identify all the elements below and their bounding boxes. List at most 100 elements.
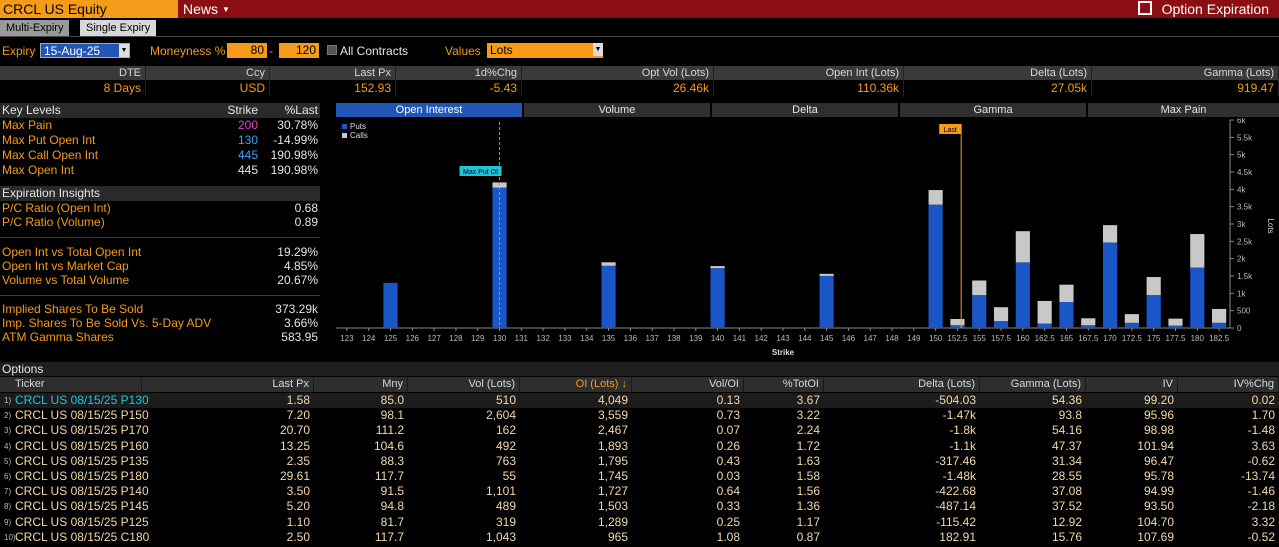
option-iv: 95.78: [1143, 469, 1174, 483]
x-tick-label: 152.5: [947, 334, 968, 343]
option-vol: 2,604: [485, 408, 516, 423]
key-level-row[interactable]: Max Call Open Int 445 190.98%: [0, 148, 320, 163]
option-row[interactable]: 5) CRCL US 08/15/25 P135 2.35 88.3 763 1,795 0…: [0, 454, 1279, 469]
insight-row: ATM Gamma Shares 583.95: [0, 330, 320, 345]
ticker-field[interactable]: CRCL US Equity: [0, 0, 178, 18]
option-iv: 99.20: [1143, 393, 1174, 407]
values-select[interactable]: Lots ▼: [487, 43, 603, 58]
tab-delta[interactable]: Delta: [712, 103, 898, 117]
option-row[interactable]: 6) CRCL US 08/15/25 P180 29.61 117.7 55 1,745…: [0, 469, 1279, 484]
news-menu[interactable]: News ▼: [180, 0, 232, 18]
key-level-row[interactable]: Max Pain 200 30.78%: [0, 118, 320, 133]
option-row[interactable]: 8) CRCL US 08/15/25 P145 5.20 94.8 489 1,503 0…: [0, 499, 1279, 514]
col-vol-oi[interactable]: Vol/OI: [632, 377, 744, 392]
last-price-badge: [939, 124, 962, 134]
option-iv: 107.69: [1137, 529, 1174, 544]
bar-puts: [1124, 322, 1139, 328]
col-tot-oi[interactable]: %TotOI: [744, 377, 824, 392]
insight-row: P/C Ratio (Open Int) 0.68: [0, 201, 320, 216]
y-tick-label: 1k: [1237, 289, 1246, 298]
y-tick-label: 6k: [1237, 118, 1246, 125]
summary-header-cell: Gamma (Lots): [1092, 66, 1279, 80]
open-interest-chart[interactable]: 123 124 125 126 127 128 129 130 131 132 133 134 135 1…: [330, 118, 1279, 360]
option-oi: 1,795: [597, 453, 628, 468]
option-tot: 1.72: [796, 438, 820, 453]
row-number: 3): [4, 426, 12, 436]
option-iv: 98.98: [1143, 423, 1174, 438]
x-tick-label: 144: [798, 334, 812, 343]
x-tick-label: 137: [645, 334, 659, 343]
option-row[interactable]: 2) CRCL US 08/15/25 P150 7.20 98.1 2,604 3,55…: [0, 408, 1279, 423]
col-iv-chg[interactable]: IV%Chg: [1178, 377, 1279, 392]
all-contracts-label: All Contracts: [340, 44, 409, 58]
option-row[interactable]: 7) CRCL US 08/15/25 P140 3.50 91.5 1,101 1,72…: [0, 484, 1279, 499]
option-row[interactable]: 3) CRCL US 08/15/25 P170 20.70 111.2 162 2,46…: [0, 423, 1279, 438]
key-level-strike: 130: [237, 133, 258, 147]
option-voloi: 0.13: [716, 393, 740, 407]
col-oi[interactable]: OI (Lots) ↓: [520, 377, 632, 392]
col-iv[interactable]: IV: [1086, 377, 1178, 392]
bar-calls: [710, 266, 725, 269]
tab-gamma[interactable]: Gamma: [900, 103, 1086, 117]
bar-puts: [819, 275, 834, 328]
y-tick-label: 500: [1237, 307, 1251, 316]
col-delta[interactable]: Delta (Lots): [824, 377, 980, 392]
bar-calls: [1037, 300, 1052, 324]
option-vol: 162: [495, 423, 516, 438]
option-delta: -422.68: [935, 484, 976, 499]
key-level-row[interactable]: Max Open Int 445 190.98%: [0, 163, 320, 178]
moneyness-low-input[interactable]: 80: [227, 43, 267, 58]
all-contracts-checkbox[interactable]: [327, 45, 337, 58]
summary-value-cell: -5.43: [396, 80, 522, 96]
legend-puts-label: Puts: [350, 122, 366, 131]
bar-calls: [1168, 318, 1183, 326]
x-tick-label: 135: [602, 334, 616, 343]
x-tick-label: 136: [624, 334, 638, 343]
bar-calls: [1124, 314, 1139, 323]
x-tick-label: 133: [558, 334, 572, 343]
option-row[interactable]: 9) CRCL US 08/15/25 P125 1.10 81.7 319 1,289 0…: [0, 515, 1279, 530]
key-level-row[interactable]: Max Put Open Int 130 -14.99%: [0, 133, 320, 148]
option-ivchg: -1.46: [1247, 484, 1275, 499]
option-iv: 104.70: [1137, 514, 1174, 529]
chart-background: [330, 118, 1279, 360]
option-row[interactable]: 4) CRCL US 08/15/25 P160 13.25 104.6 492 1,89…: [0, 439, 1279, 454]
col-vol[interactable]: Vol (Lots): [408, 377, 520, 392]
option-ivchg: 1.70: [1251, 408, 1275, 423]
expiry-select[interactable]: 15-Aug-25 ▼: [40, 43, 130, 58]
option-mny: 88.3: [380, 453, 404, 468]
option-vol: 55: [502, 469, 516, 483]
option-vol: 492: [495, 438, 516, 453]
option-mny: 117.7: [374, 529, 404, 544]
option-row[interactable]: 1) CRCL US 08/15/25 P130 1.58 85.0 510 4,049 0…: [0, 393, 1279, 408]
tab-open-interest[interactable]: Open Interest: [336, 103, 522, 117]
tab-max-pain[interactable]: Max Pain: [1088, 103, 1279, 117]
option-vol: 1,101: [485, 484, 516, 499]
option-oi: 1,745: [597, 469, 628, 483]
divider: [0, 295, 320, 296]
insight-value: 3.66%: [283, 316, 318, 330]
y-tick-label: 3k: [1237, 220, 1246, 229]
x-tick-label: 165: [1060, 334, 1074, 343]
tab-single-expiry[interactable]: Single Expiry: [80, 20, 157, 36]
insight-value: 19.29%: [277, 245, 318, 259]
insight-row: Implied Shares To Be Sold 373.29k: [0, 302, 320, 317]
max-put-oi-badge: [459, 166, 502, 176]
app-title[interactable]: Option Expiration: [1137, 0, 1269, 18]
col-last-px[interactable]: Last Px: [142, 377, 314, 392]
col-ticker[interactable]: Ticker: [0, 377, 142, 392]
summary-header-cell: Open Int (Lots): [714, 66, 904, 80]
option-row[interactable]: 10) CRCL US 08/15/25 C180 2.50 117.7 1,043 96…: [0, 530, 1279, 545]
tab-multi-expiry[interactable]: Multi-Expiry: [0, 20, 70, 36]
x-tick-label: 162.5: [1035, 334, 1056, 343]
option-mny: 98.1: [380, 408, 404, 423]
col-gamma[interactable]: Gamma (Lots): [980, 377, 1086, 392]
option-delta: -504.03: [935, 393, 976, 407]
col-mny[interactable]: Mny: [314, 377, 408, 392]
legend-calls-label: Calls: [350, 131, 368, 140]
max-put-oi-label: Max Put OI: [463, 169, 498, 176]
top-bar: [0, 0, 1279, 18]
tab-volume[interactable]: Volume: [524, 103, 710, 117]
moneyness-high-input[interactable]: 120: [279, 43, 319, 58]
option-oi: 2,467: [597, 423, 628, 438]
